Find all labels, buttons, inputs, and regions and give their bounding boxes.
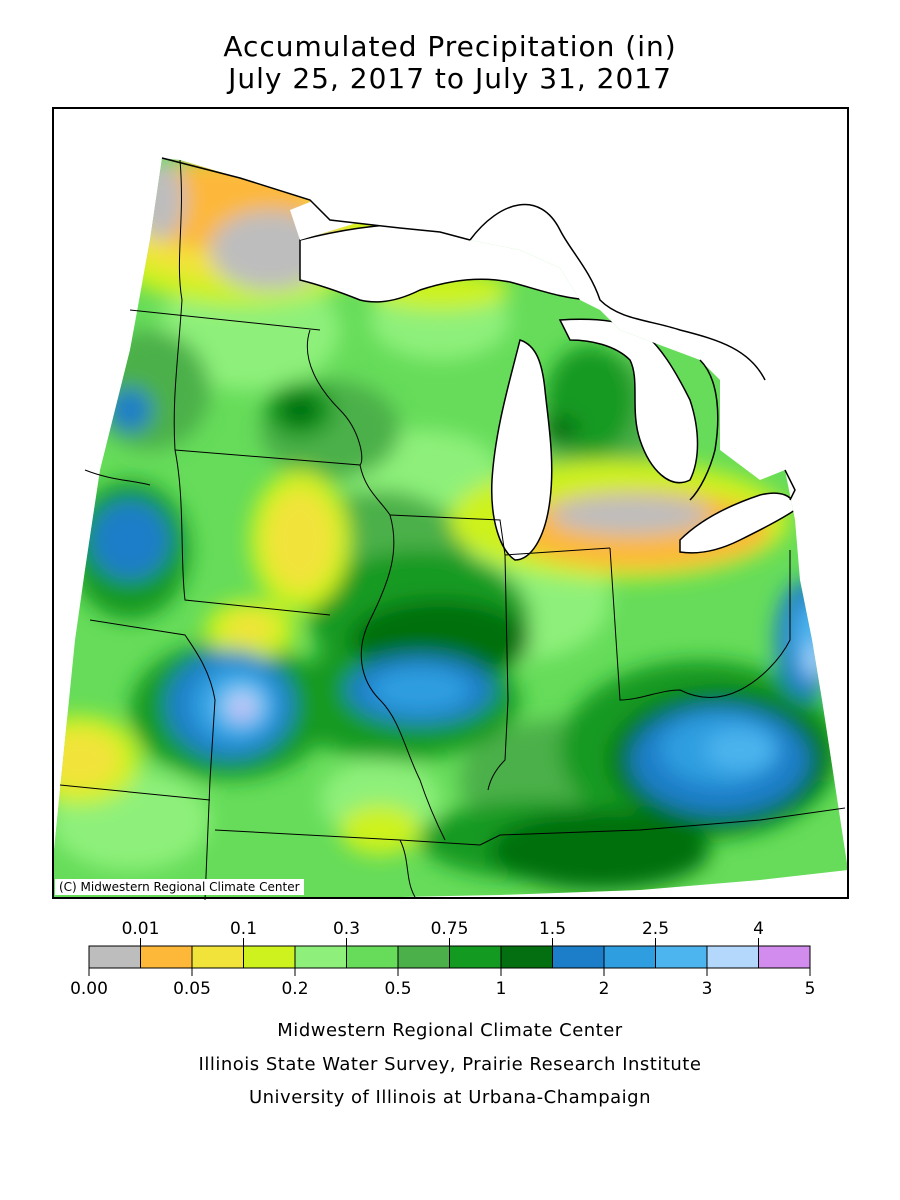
legend-bottom-label: 0.05 <box>173 979 211 999</box>
legend-top-label: 0.3 <box>333 919 360 939</box>
legend-top-label: 0.75 <box>431 919 469 939</box>
legend-swatch <box>191 945 244 969</box>
legend-swatch <box>500 945 553 969</box>
legend-top-label: 2.5 <box>642 919 669 939</box>
legend-swatch <box>552 945 605 969</box>
legend-bottom-label: 2 <box>599 979 610 999</box>
legend-swatch <box>88 945 141 969</box>
legend-top-label: 4 <box>753 919 764 939</box>
legend-bottom-label: 0.5 <box>384 979 411 999</box>
legend-swatch <box>346 945 399 969</box>
map-frame <box>52 107 849 899</box>
footer-line-3: University of Illinois at Urbana-Champai… <box>248 1087 652 1108</box>
footer-line-1: Midwestern Regional Climate Center <box>277 1020 623 1041</box>
legend-top-label: 0.01 <box>122 919 160 939</box>
map-date-range: July 25, 2017 to July 31, 2017 <box>228 62 672 95</box>
legend-bottom-label: 0.2 <box>281 979 308 999</box>
map-credit: (C) Midwestern Regional Climate Center <box>55 879 304 895</box>
legend-swatch <box>397 945 450 969</box>
legend-swatch <box>603 945 656 969</box>
legend: 0.01 0.1 0.3 0.75 1.5 2.5 4 0.00 0.05 0.2 0.5 1 2 3 5 <box>70 919 815 999</box>
footer-line-2: Illinois State Water Survey, Prairie Res… <box>198 1054 702 1075</box>
map-title: Accumulated Precipitation (in) <box>223 30 677 63</box>
legend-top-label: 1.5 <box>539 919 566 939</box>
legend-bottom-label: 0.00 <box>70 979 108 999</box>
state-boundaries <box>59 159 846 901</box>
legend-bottom-label: 5 <box>805 979 816 999</box>
legend-bottom-label: 1 <box>496 979 507 999</box>
legend-swatch <box>243 945 296 969</box>
legend-swatch <box>449 945 502 969</box>
legend-swatch <box>706 945 759 969</box>
legend-swatch <box>758 945 811 969</box>
legend-swatch <box>294 945 347 969</box>
legend-top-label: 0.1 <box>230 919 257 939</box>
legend-swatch <box>655 945 708 969</box>
legend-bottom-label: 3 <box>702 979 713 999</box>
coastline <box>161 157 796 501</box>
legend-swatch <box>140 945 193 969</box>
precip-field <box>53 158 848 897</box>
